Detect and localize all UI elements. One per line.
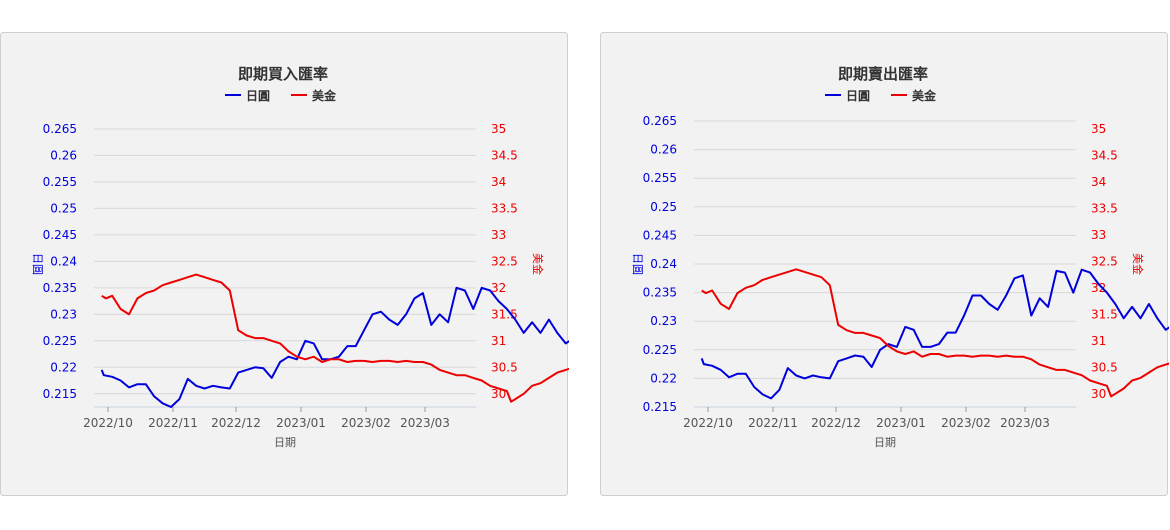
legend-label: 美金 (312, 88, 337, 103)
y-right-tick-label: 31.5 (491, 307, 518, 321)
y-left-tick-label: 0.265 (43, 122, 77, 136)
y-right-tick-label: 32 (491, 281, 506, 295)
x-tick-label: 2023/01 (276, 416, 326, 430)
y-left-tick-label: 0.215 (643, 400, 677, 414)
y-right-axis-title: 美金 (1131, 253, 1145, 275)
series-line-usd (101, 273, 569, 403)
y-right-tick-label: 34 (491, 175, 506, 189)
x-tick-label: 2022/12 (811, 416, 861, 430)
y-left-tick-label: 0.225 (643, 343, 677, 357)
y-right-tick-label: 32.5 (1091, 254, 1118, 268)
series-line-jpy (700, 268, 1169, 400)
y-right-tick-label: 30.5 (491, 360, 518, 374)
y-left-axis-title: 日圓 (631, 253, 644, 275)
y-left-tick-label: 0.23 (650, 314, 677, 328)
chart-panel-sell: 即期賣出匯率 日圓 美金 0.215 0.22 0.225 0.23 0.235 0.24 0.2… (600, 32, 1169, 496)
y-right-tick-label: 33.5 (1091, 201, 1118, 215)
y-right-axis-title: 美金 (531, 253, 545, 275)
y-right-tick-label: 34 (1091, 175, 1106, 189)
x-tick-label: 2022/11 (148, 416, 198, 430)
y-right-tick-label: 32 (1091, 281, 1106, 295)
y-right-tick-label: 32.5 (491, 254, 518, 268)
y-left-tick-label: 0.25 (650, 200, 677, 214)
y-left-tick-label: 0.235 (643, 286, 677, 300)
y-right-tick-label: 30.5 (1091, 360, 1118, 374)
x-tick-label: 2023/02 (341, 416, 391, 430)
x-tick-label: 2023/03 (1000, 416, 1050, 430)
y-left-tick-label: 0.245 (643, 228, 677, 242)
y-left-tick-label: 0.24 (50, 254, 77, 268)
x-tick-label: 2022/12 (211, 416, 261, 430)
y-left-tick-label: 0.25 (50, 201, 77, 215)
y-left-tick-label: 0.26 (650, 143, 677, 157)
y-right-tick-label: 31 (491, 334, 506, 348)
series-line-jpy (100, 286, 569, 408)
x-tick-label: 2022/10 (683, 416, 733, 430)
y-left-tick-label: 0.235 (43, 281, 77, 295)
x-tick-label: 2022/10 (83, 416, 133, 430)
x-tick-label: 2023/01 (876, 416, 926, 430)
legend-label: 日圓 (846, 88, 870, 103)
y-left-tick-label: 0.255 (43, 175, 77, 189)
y-right-tick-label: 33 (491, 228, 506, 242)
chart-panel-buy: 即期買入匯率 日圓 美金 0.215 0.22 0.225 0.23 0.235 0.24 0.2… (0, 32, 569, 496)
x-tick-label: 2022/11 (748, 416, 798, 430)
series-line-usd (701, 268, 1169, 398)
y-right-tick-label: 34.5 (491, 148, 518, 162)
y-right-tick-label: 33.5 (491, 201, 518, 215)
y-right-tick-label: 35 (1091, 122, 1106, 136)
chart-title: 即期買入匯率 (238, 65, 328, 83)
x-axis-title: 日期 (274, 436, 296, 449)
y-left-tick-label: 0.22 (650, 371, 677, 385)
y-right-tick-label: 31.5 (1091, 307, 1118, 321)
y-right-tick-label: 35 (491, 122, 506, 136)
y-right-tick-label: 33 (1091, 228, 1106, 242)
chart-title: 即期賣出匯率 (838, 65, 928, 83)
y-left-tick-label: 0.24 (650, 257, 677, 271)
legend-label: 美金 (912, 88, 937, 103)
y-right-tick-label: 31 (1091, 334, 1106, 348)
y-left-tick-label: 0.255 (643, 171, 677, 185)
y-right-tick-label: 34.5 (1091, 148, 1118, 162)
y-left-tick-label: 0.215 (43, 387, 77, 401)
x-axis-title: 日期 (874, 436, 896, 449)
x-tick-label: 2023/02 (941, 416, 991, 430)
y-left-axis-title: 日圓 (31, 253, 44, 275)
y-left-tick-label: 0.265 (643, 114, 677, 128)
x-tick-label: 2023/03 (400, 416, 450, 430)
y-left-tick-label: 0.23 (50, 307, 77, 321)
y-left-tick-label: 0.26 (50, 148, 77, 162)
legend-label: 日圓 (246, 88, 270, 103)
y-left-tick-label: 0.225 (43, 334, 77, 348)
y-left-tick-label: 0.22 (50, 360, 77, 374)
y-left-tick-label: 0.245 (43, 228, 77, 242)
y-right-tick-label: 30 (1091, 387, 1106, 401)
